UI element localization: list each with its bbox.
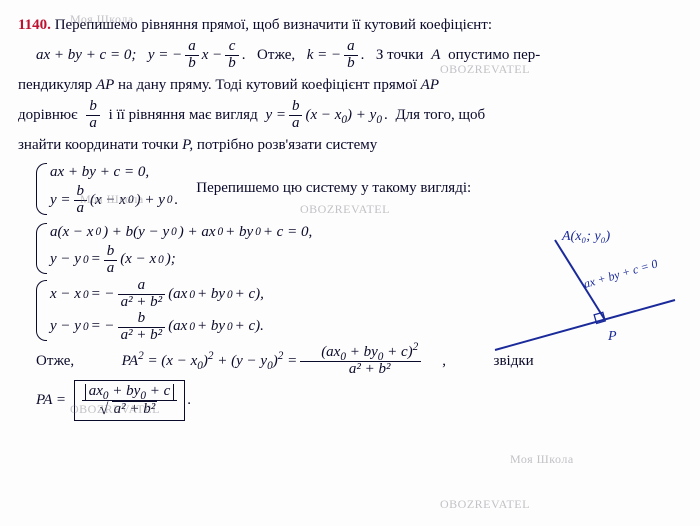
l4a: дорівнює	[18, 104, 78, 127]
A: A	[431, 44, 440, 67]
PA2: PA2 = (x − x0)2 + (y − y0)2 =	[104, 350, 298, 373]
y-eq2: y =	[265, 104, 286, 127]
figure: A(x₀; y₀) P ax + by + c = 0	[490, 230, 680, 370]
answer-box: ax0 + by0 + c a² + b²	[74, 380, 185, 422]
system-1: ax + by + c = 0, y = ba (x − x0) + y0.	[36, 161, 178, 217]
dot3: .	[384, 104, 388, 127]
y-eq: y = −	[148, 44, 182, 67]
l6: Перепишемо цю систему у такому вигляді:	[196, 177, 471, 200]
P: P,	[182, 137, 193, 153]
watermark: Моя Школа	[510, 450, 574, 469]
l2b: З точки	[376, 44, 424, 67]
frac-final: (ax0 + by0 + c)2 a² + b²	[300, 345, 421, 378]
eq-line: ax + by + c = 0;	[36, 44, 136, 67]
dot2: .	[361, 44, 365, 67]
frac-cb: cb	[225, 39, 239, 72]
l5a: знайти координати точки	[18, 137, 178, 153]
frac-ab: ab	[185, 39, 199, 72]
frac-ab2: ab	[344, 39, 358, 72]
watermark: OBOZREVATEL	[440, 495, 530, 514]
problem-number: 1140.	[18, 17, 51, 33]
PA-eq: PA =	[36, 389, 66, 412]
final-dot: .	[187, 389, 191, 412]
dot1: .	[242, 44, 246, 67]
l4b: і її рівняння має вигляд	[109, 104, 258, 127]
comma-f: ,	[424, 350, 446, 373]
svg-text:A(x₀; y₀): A(x₀; y₀)	[561, 230, 611, 244]
line1: Перепишемо рівняння прямої, щоб визначит…	[55, 17, 492, 33]
l5b: потрібно розв'язати систему	[197, 137, 377, 153]
AP2: AP	[421, 77, 439, 93]
svg-text:ax + by + c = 0: ax + by + c = 0	[582, 256, 659, 290]
svg-text:P: P	[607, 329, 617, 344]
AP1: AP	[96, 77, 114, 93]
l3a: пендикуляр	[18, 77, 92, 93]
frac-ba2: ba	[289, 99, 303, 132]
xx0: (x − x0) + y0	[305, 104, 381, 127]
frac-ba: ba	[86, 99, 100, 132]
l4c: Для того, щоб	[395, 104, 485, 127]
k-eq: k = −	[307, 44, 341, 67]
x-minus: x −	[202, 44, 223, 67]
l2c: опустимо пер-	[448, 44, 540, 67]
otzhe1: Отже,	[257, 44, 295, 67]
l3b: на дану пряму. Тоді кутовий коефіцієнт п…	[118, 77, 417, 93]
otzhe2: Отже,	[18, 350, 74, 373]
